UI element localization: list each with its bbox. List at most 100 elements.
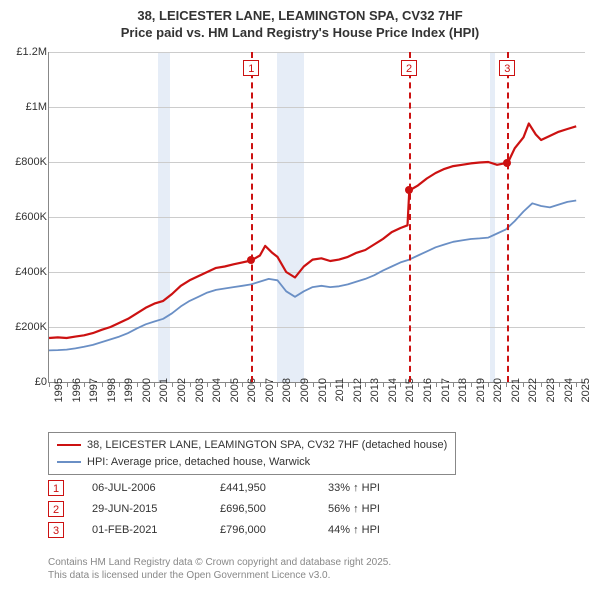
x-tick [84, 382, 85, 387]
y-tick-label: £0 [7, 376, 47, 388]
x-tick [506, 382, 507, 387]
x-tick-label: 2007 [264, 378, 276, 402]
x-tick [330, 382, 331, 387]
sale-date-1: 29-JUN-2015 [92, 499, 192, 520]
x-tick-label: 2013 [369, 378, 381, 402]
sale-delta-0: 33% ↑ HPI [328, 478, 418, 499]
x-tick [365, 382, 366, 387]
y-tick-label: £600K [7, 211, 47, 223]
series-hpi [49, 201, 576, 351]
x-tick [277, 382, 278, 387]
x-tick [242, 382, 243, 387]
sale-row-0: 1 06-JUL-2006 £441,950 33% ↑ HPI [48, 478, 418, 499]
x-tick-label: 2025 [580, 378, 592, 402]
marker-box-3: 3 [499, 60, 515, 76]
x-tick-label: 2008 [281, 378, 293, 402]
x-tick-label: 2011 [334, 378, 346, 402]
x-tick-label: 1999 [123, 378, 135, 402]
legend-label-0: 38, LEICESTER LANE, LEAMINGTON SPA, CV32… [87, 437, 447, 454]
x-tick [190, 382, 191, 387]
sale-row-1: 2 29-JUN-2015 £696,500 56% ↑ HPI [48, 499, 418, 520]
marker-box-2: 2 [401, 60, 417, 76]
x-tick [67, 382, 68, 387]
marker-dot-3 [503, 159, 511, 167]
x-tick [400, 382, 401, 387]
legend-swatch-0 [57, 444, 81, 446]
marker-line-2 [409, 52, 411, 382]
x-tick [172, 382, 173, 387]
x-tick [49, 382, 50, 387]
footer-line2: This data is licensed under the Open Gov… [48, 569, 391, 582]
x-tick [348, 382, 349, 387]
x-tick [436, 382, 437, 387]
sale-price-0: £441,950 [220, 478, 300, 499]
y-tick-label: £1M [7, 101, 47, 113]
x-tick [102, 382, 103, 387]
x-tick-label: 2014 [387, 378, 399, 402]
legend-label-1: HPI: Average price, detached house, Warw… [87, 454, 310, 471]
marker-box-1: 1 [243, 60, 259, 76]
legend-row-0: 38, LEICESTER LANE, LEAMINGTON SPA, CV32… [57, 437, 447, 454]
page: 38, LEICESTER LANE, LEAMINGTON SPA, CV32… [0, 0, 600, 590]
x-tick-label: 2019 [475, 378, 487, 402]
sale-delta-2: 44% ↑ HPI [328, 520, 418, 541]
x-tick-label: 2016 [422, 378, 434, 402]
x-tick-label: 1995 [53, 378, 65, 402]
x-tick [541, 382, 542, 387]
x-tick-label: 2009 [299, 378, 311, 402]
footer-line1: Contains HM Land Registry data © Crown c… [48, 556, 391, 569]
footer: Contains HM Land Registry data © Crown c… [48, 556, 391, 582]
x-tick [313, 382, 314, 387]
sale-box-1: 2 [48, 501, 64, 517]
marker-dot-2 [405, 186, 413, 194]
sale-row-2: 3 01-FEB-2021 £796,000 44% ↑ HPI [48, 520, 418, 541]
x-tick [488, 382, 489, 387]
chart-area: £0£200K£400K£600K£800K£1M£1.2M1995199619… [48, 52, 585, 383]
x-tick-label: 1997 [88, 378, 100, 402]
x-tick [559, 382, 560, 387]
chart-svg [49, 52, 585, 382]
x-tick [576, 382, 577, 387]
x-tick [523, 382, 524, 387]
y-tick-label: £400K [7, 266, 47, 278]
y-tick-label: £200K [7, 321, 47, 333]
x-tick [137, 382, 138, 387]
x-tick-label: 2021 [510, 378, 522, 402]
sale-date-0: 06-JUL-2006 [92, 478, 192, 499]
x-tick [295, 382, 296, 387]
x-tick-label: 2010 [317, 378, 329, 402]
x-tick [225, 382, 226, 387]
x-tick [154, 382, 155, 387]
x-tick-label: 2018 [457, 378, 469, 402]
sale-box-0: 1 [48, 480, 64, 496]
y-tick-label: £1.2M [7, 46, 47, 58]
sale-delta-1: 56% ↑ HPI [328, 499, 418, 520]
x-tick [453, 382, 454, 387]
sale-table: 1 06-JUL-2006 £441,950 33% ↑ HPI 2 29-JU… [48, 478, 418, 541]
marker-dot-1 [247, 256, 255, 264]
y-tick-label: £800K [7, 156, 47, 168]
x-tick-label: 2024 [563, 378, 575, 402]
marker-line-3 [507, 52, 509, 382]
x-tick [471, 382, 472, 387]
x-tick-label: 2000 [141, 378, 153, 402]
sale-price-1: £696,500 [220, 499, 300, 520]
x-tick [418, 382, 419, 387]
x-tick-label: 2004 [211, 378, 223, 402]
sale-box-2: 3 [48, 522, 64, 538]
x-tick-label: 2001 [158, 378, 170, 402]
title-line1: 38, LEICESTER LANE, LEAMINGTON SPA, CV32… [0, 8, 600, 25]
sale-date-2: 01-FEB-2021 [92, 520, 192, 541]
x-tick [207, 382, 208, 387]
x-tick-label: 2012 [352, 378, 364, 402]
x-tick-label: 2020 [492, 378, 504, 402]
x-tick-label: 2005 [229, 378, 241, 402]
legend-swatch-1 [57, 461, 81, 463]
sale-price-2: £796,000 [220, 520, 300, 541]
title-block: 38, LEICESTER LANE, LEAMINGTON SPA, CV32… [0, 0, 600, 42]
x-tick-label: 2017 [440, 378, 452, 402]
x-tick [260, 382, 261, 387]
x-tick-label: 2002 [176, 378, 188, 402]
x-tick-label: 2023 [545, 378, 557, 402]
marker-line-1 [251, 52, 253, 382]
